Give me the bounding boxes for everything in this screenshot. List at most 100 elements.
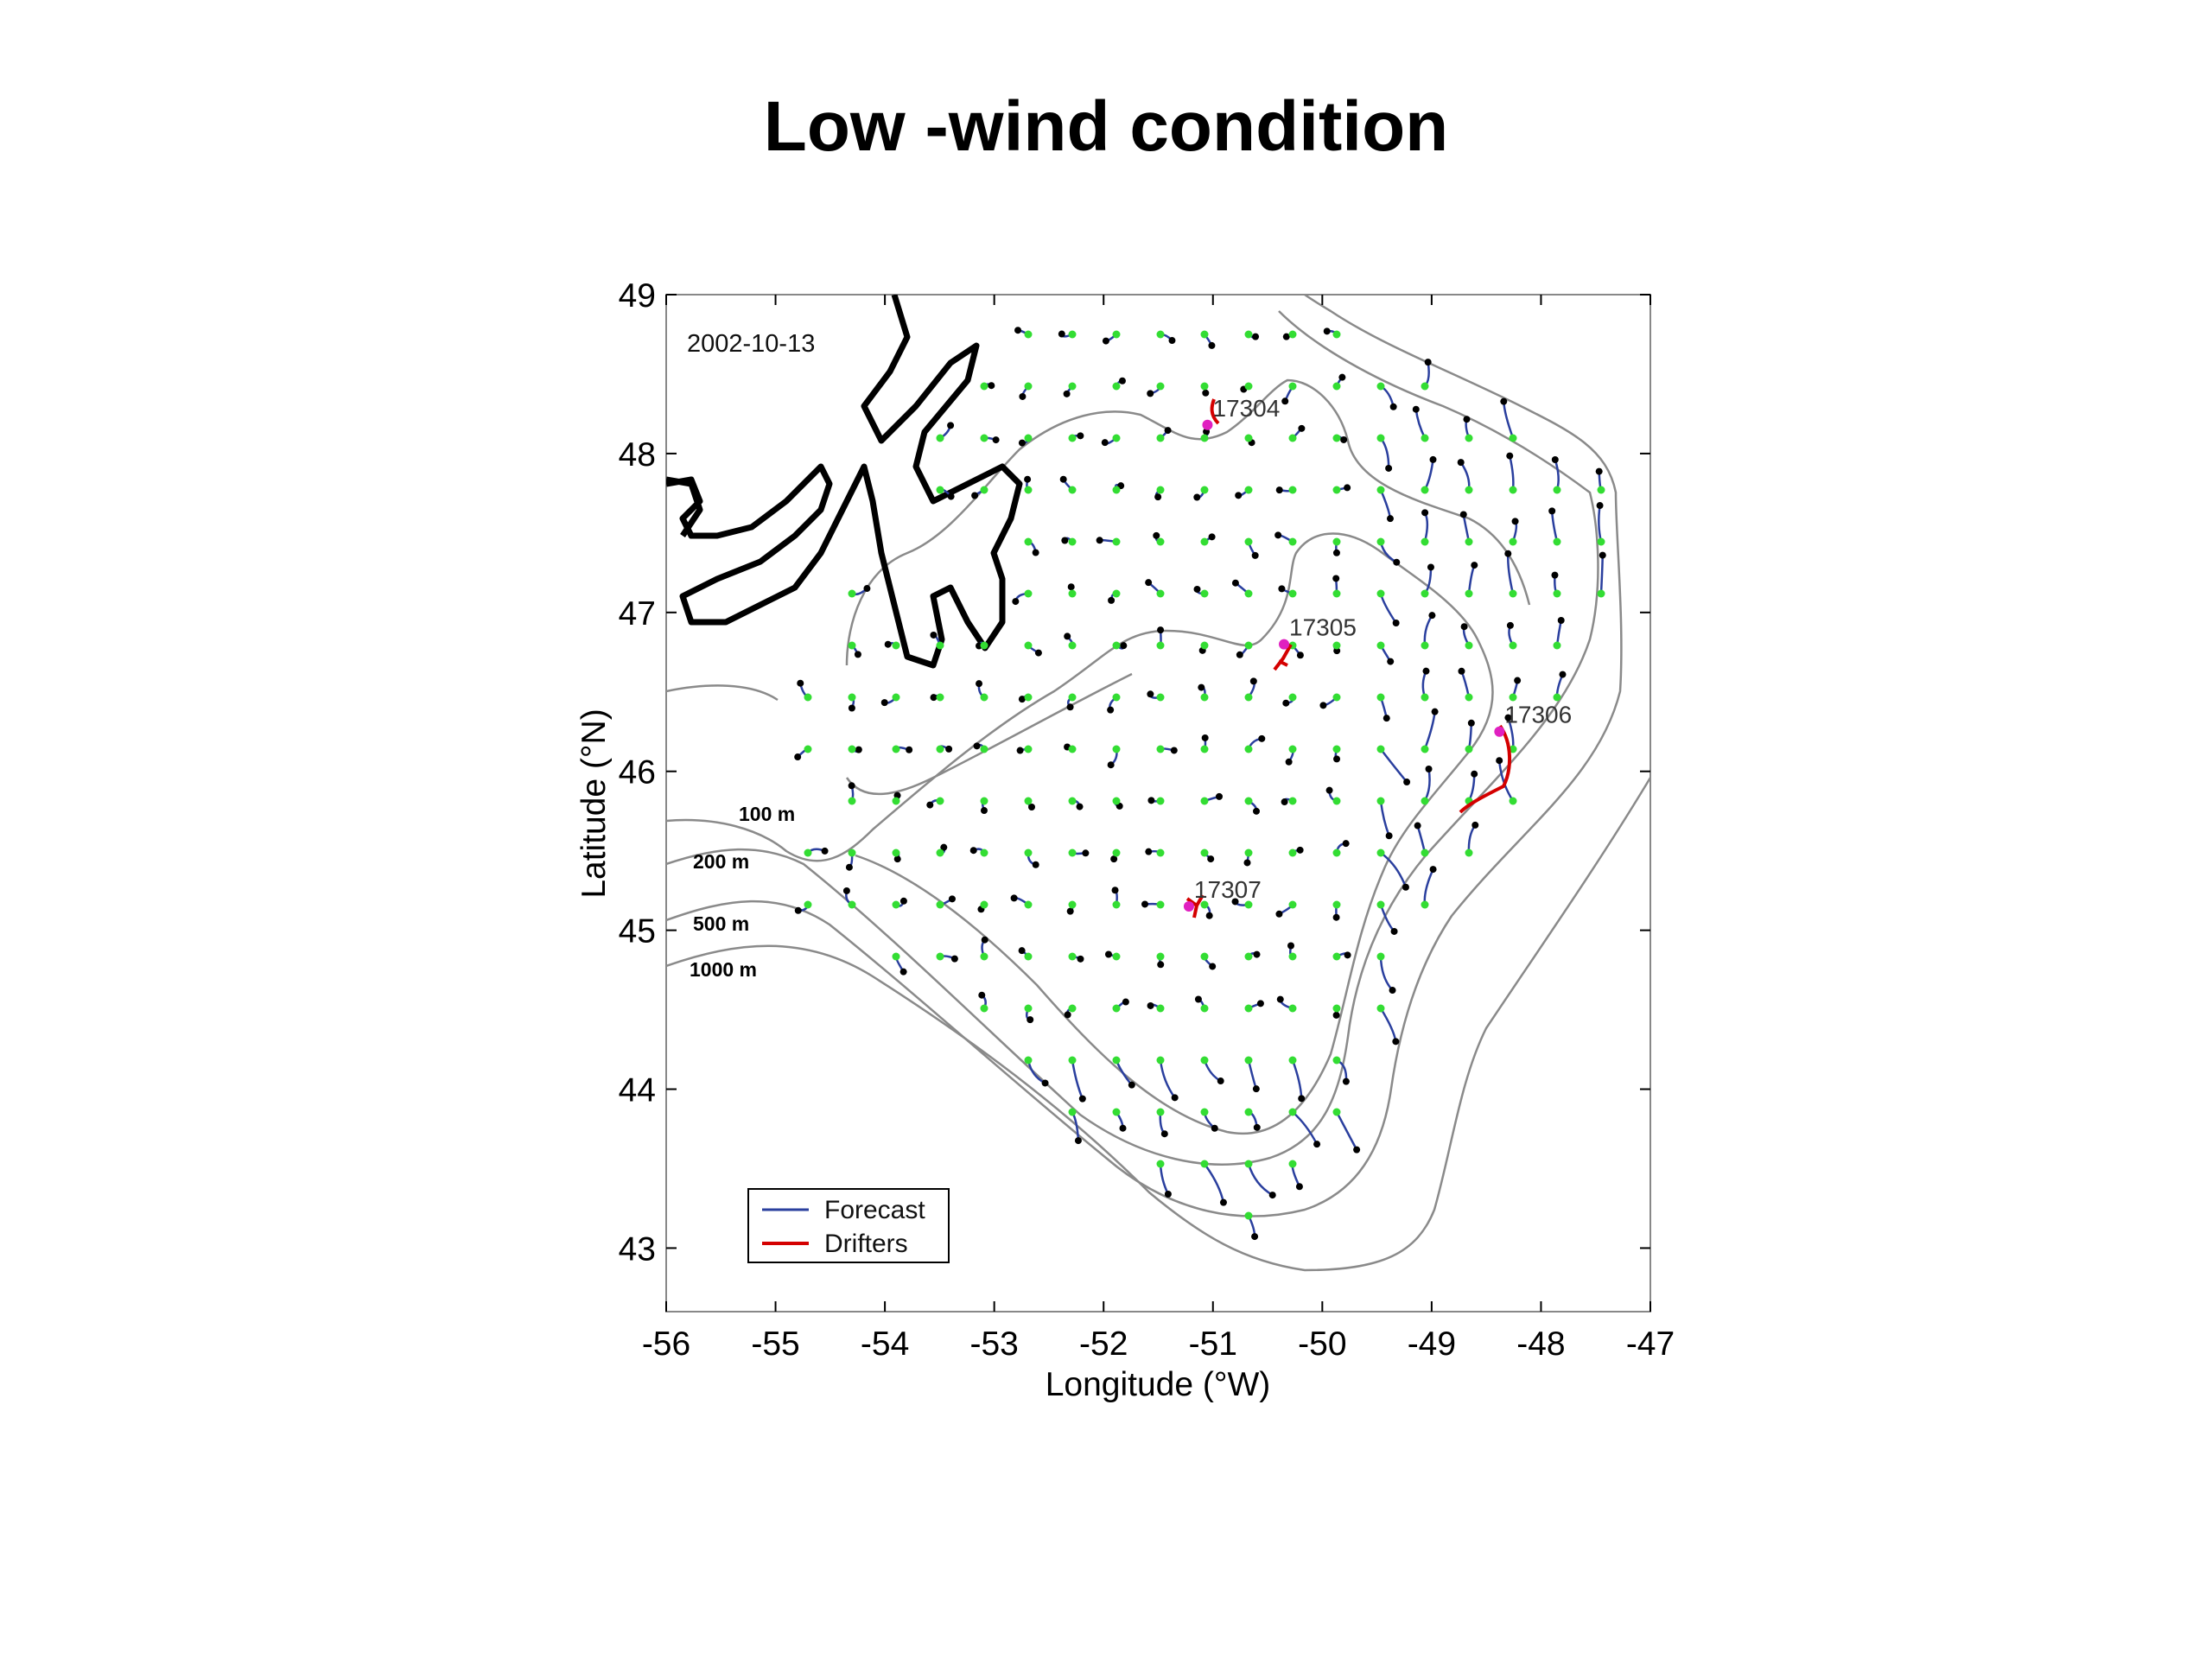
forecast-end-point: [1342, 1077, 1350, 1085]
forecast-start-point: [1024, 434, 1033, 442]
forecast-start-point: [1112, 900, 1121, 909]
forecast-start-point: [1332, 693, 1341, 702]
forecast-start-point: [1332, 900, 1341, 909]
forecast-start-point: [1465, 693, 1473, 702]
forecast-end-point: [1128, 1081, 1135, 1089]
forecast-end-point: [1275, 910, 1283, 918]
forecast-end-point: [863, 585, 871, 593]
forecast-end-point: [1458, 667, 1465, 675]
forecast-end-point: [1253, 1123, 1261, 1131]
forecast-start-point: [1156, 952, 1165, 961]
forecast-end-point: [1147, 390, 1154, 397]
forecast-start-point: [1024, 952, 1033, 961]
forecast-start-point: [848, 693, 856, 702]
forecast-end-point: [1463, 416, 1471, 423]
forecast-start-point: [1421, 849, 1429, 857]
forecast-end-point: [1018, 439, 1026, 447]
coastline: [666, 295, 1023, 669]
page-title: Low -wind condition: [763, 87, 1449, 166]
forecast-end-point: [1252, 333, 1260, 340]
forecast-start-point: [1068, 641, 1077, 650]
forecast-start-point: [1200, 589, 1209, 598]
depth-label-100m: 100 m: [739, 803, 795, 825]
forecast-start-point: [1332, 745, 1341, 753]
forecast-start-point: [936, 849, 944, 857]
forecast-start-point: [1376, 797, 1385, 805]
forecast-start-point: [1024, 900, 1033, 909]
forecast-start-point: [1332, 486, 1341, 494]
forecast-end-point: [1064, 1011, 1071, 1019]
y-tick-label: 46: [619, 754, 656, 791]
forecast-start-point: [1332, 797, 1341, 805]
forecast-end-point: [1551, 571, 1559, 579]
forecast-start-point: [980, 745, 988, 753]
forecast-end-point: [971, 492, 979, 499]
forecast-start-point: [980, 382, 988, 391]
forecast-end-point: [1332, 913, 1340, 921]
forecast-start-point: [848, 900, 856, 909]
forecast-end-point: [1385, 832, 1393, 840]
forecast-end-point: [1102, 337, 1109, 345]
forecast-start-point: [1156, 849, 1165, 857]
forecast-start-point: [1024, 641, 1033, 650]
forecast-start-point: [1068, 693, 1077, 702]
forecast-end-point: [1107, 706, 1115, 714]
forecast-start-point: [1244, 1056, 1253, 1065]
forecast-end-point: [1231, 898, 1239, 906]
forecast-start-point: [1156, 1108, 1165, 1116]
forecast-end-point: [1235, 492, 1243, 499]
forecast-trajectories: [794, 327, 1606, 1241]
forecast-start-point: [1156, 537, 1165, 546]
forecast-end-point: [1353, 1146, 1361, 1154]
forecast-start-point: [1068, 589, 1077, 598]
forecast-start-point: [1509, 434, 1517, 442]
forecast-end-point: [1164, 1190, 1172, 1198]
forecast-start-point: [1553, 589, 1561, 598]
forecast-end-point: [842, 887, 850, 894]
x-tick-label: -56: [642, 1325, 690, 1363]
forecast-start-point: [1024, 693, 1033, 702]
forecast-end-point: [1120, 642, 1128, 650]
forecast-start-point: [1112, 952, 1121, 961]
forecast-end-point: [1018, 696, 1026, 703]
y-axis: 43 44 45 46 47 48 49: [619, 277, 1650, 1268]
forecast-start-point: [1288, 900, 1297, 909]
forecast-end-point: [1251, 551, 1259, 559]
forecast-end-point: [1333, 755, 1341, 763]
forecast-end-point: [1160, 1130, 1168, 1138]
forecast-start-point: [1509, 693, 1517, 702]
drifter-marker-17304: [1202, 419, 1213, 430]
forecast-end-point: [1382, 715, 1390, 722]
forecast-start-point: [1244, 330, 1253, 339]
forecast-end-point: [1205, 912, 1213, 919]
forecast-end-point: [1107, 761, 1115, 769]
forecast-start-point: [1156, 486, 1165, 494]
forecast-end-point: [1344, 484, 1351, 492]
forecast-start-point: [1068, 330, 1077, 339]
forecast-end-point: [1385, 464, 1393, 472]
forecast-end-point: [1141, 900, 1149, 908]
forecast-end-point: [930, 631, 938, 639]
forecast-start-point: [1024, 849, 1033, 857]
y-axis-label: Latitude (°N): [575, 709, 613, 898]
drifter-markers: [1183, 419, 1505, 912]
forecast-end-point: [976, 680, 983, 688]
forecast-start-point: [1421, 745, 1429, 753]
forecast-start-point: [1156, 589, 1165, 598]
forecast-end-point: [1209, 963, 1217, 970]
forecast-start-point: [892, 641, 900, 650]
drifter-label-17304: 17304: [1212, 395, 1280, 422]
forecast-start-point: [1288, 693, 1297, 702]
forecast-start-point: [1112, 1056, 1121, 1065]
forecast-end-point: [1506, 452, 1514, 460]
forecast-start-point: [1112, 1004, 1121, 1013]
forecast-start-point: [1553, 537, 1561, 546]
forecast-end-point: [1147, 797, 1155, 804]
forecast-start-point: [1465, 434, 1473, 442]
forecast-start-point: [1597, 537, 1605, 546]
forecast-end-point: [1066, 907, 1074, 915]
forecast-start-point: [1465, 849, 1473, 857]
forecast-end-point: [1074, 1137, 1082, 1145]
forecast-start-point: [1332, 434, 1341, 442]
forecast-start-point: [1112, 434, 1121, 442]
